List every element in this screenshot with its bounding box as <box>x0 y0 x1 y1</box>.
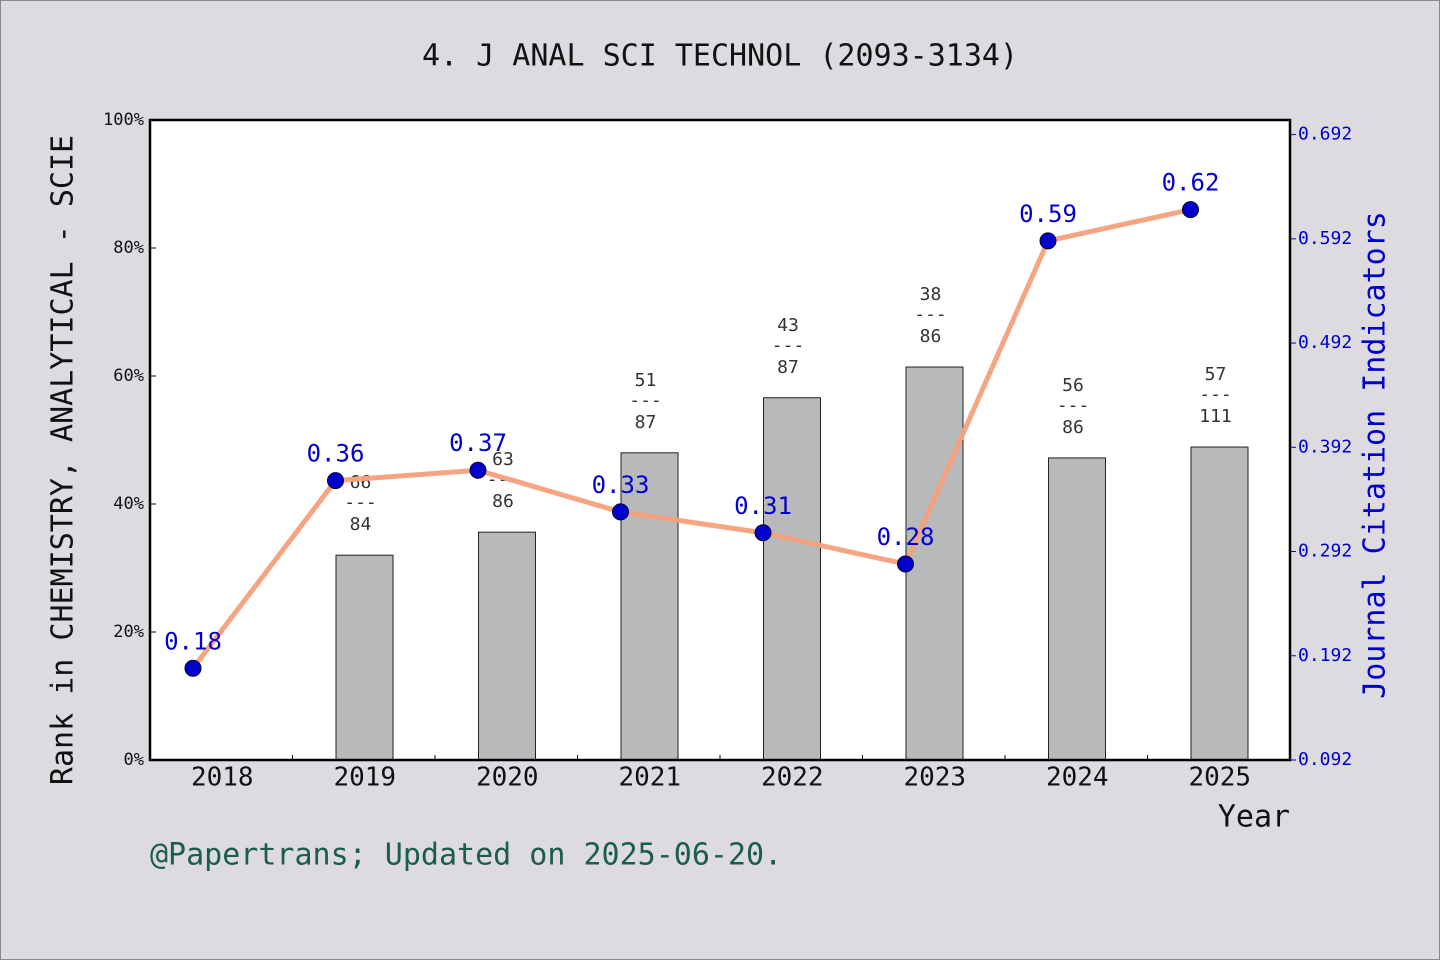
marker <box>1039 232 1057 250</box>
label-separator: --- <box>1057 395 1090 416</box>
plot-frame <box>148 118 1292 762</box>
data-label: 0.62 <box>1162 169 1220 197</box>
marker <box>184 659 202 677</box>
x-tick-label: 2024 <box>1046 763 1109 793</box>
y2-tick-label: 0.192 <box>1298 645 1352 666</box>
y-axis-label: Rank in CHEMISTRY, ANALYTICAL - SCIE <box>46 135 81 785</box>
rank-label: 63 <box>492 449 514 470</box>
y2-axis-label: Journal Citation Indicators <box>1358 211 1393 699</box>
data-label: 0.18 <box>164 627 222 655</box>
data-label: 0.37 <box>449 429 507 457</box>
total-label: 87 <box>777 357 799 378</box>
rank-label: 57 <box>1205 364 1227 385</box>
total-label: 84 <box>350 514 372 535</box>
label-separator: --- <box>772 335 805 356</box>
y-tick-label: 40% <box>113 494 144 514</box>
bar <box>1190 446 1249 761</box>
y2-tick-label: 0.592 <box>1298 228 1352 249</box>
data-label: 0.28 <box>877 523 935 551</box>
total-label: 111 <box>1199 406 1232 427</box>
footer: @Papertrans; Updated on 2025-06-20. <box>150 838 782 873</box>
data-label: 0.33 <box>592 471 650 499</box>
y-tick-label: 0% <box>124 750 144 770</box>
rank-label: 51 <box>635 370 657 391</box>
total-label: 87 <box>635 412 657 433</box>
total-label: 86 <box>920 326 942 347</box>
x-tick-label: 2025 <box>1188 763 1251 793</box>
data-label: 0.36 <box>307 440 365 468</box>
x-tick-label: 2021 <box>618 763 681 793</box>
y2-tick-label: 0.092 <box>1298 749 1352 770</box>
bar <box>620 452 679 761</box>
rank-label: 38 <box>920 284 942 305</box>
y2-tick-label: 0.492 <box>1298 332 1352 353</box>
bar <box>335 554 394 761</box>
y-tick-label: 100% <box>103 110 144 130</box>
label-separator: --- <box>1199 384 1232 405</box>
y-tick-label: 80% <box>113 238 144 258</box>
chart-title: 4. J ANAL SCI TECHNOL (2093-3134) <box>422 39 1018 74</box>
label-separator: --- <box>344 492 377 513</box>
rank-label: 66 <box>350 472 372 493</box>
label-separator: --- <box>914 304 947 325</box>
marker <box>469 461 487 479</box>
rank-label: 56 <box>1062 375 1084 396</box>
y-tick-label: 60% <box>113 366 144 386</box>
rank-label: 43 <box>777 315 799 336</box>
bar <box>1048 457 1106 761</box>
total-label: 86 <box>492 491 514 512</box>
total-label: 86 <box>1062 417 1084 438</box>
x-tick-label: 2023 <box>903 763 966 793</box>
x-tick-label: 2022 <box>761 763 824 793</box>
data-label: 0.31 <box>734 492 792 520</box>
bar <box>905 366 964 761</box>
marker <box>327 472 344 490</box>
x-tick-label: 2020 <box>476 763 539 793</box>
bar <box>763 397 821 761</box>
marker <box>612 503 629 521</box>
y2-tick-label: 0.692 <box>1298 124 1352 145</box>
data-label: 0.59 <box>1019 200 1077 228</box>
label-separator: --- <box>629 390 662 411</box>
marker <box>897 555 914 573</box>
y2-tick-label: 0.292 <box>1298 541 1352 562</box>
marker <box>754 524 772 542</box>
x-tick-label: 2018 <box>191 763 254 793</box>
y-tick-label: 20% <box>113 622 144 642</box>
bar <box>478 531 536 761</box>
marker <box>1182 201 1199 219</box>
x-tick-label: 2019 <box>333 763 396 793</box>
y2-tick-label: 0.392 <box>1298 436 1352 457</box>
x-axis-label: Year <box>1218 800 1290 835</box>
line <box>191 207 1192 670</box>
